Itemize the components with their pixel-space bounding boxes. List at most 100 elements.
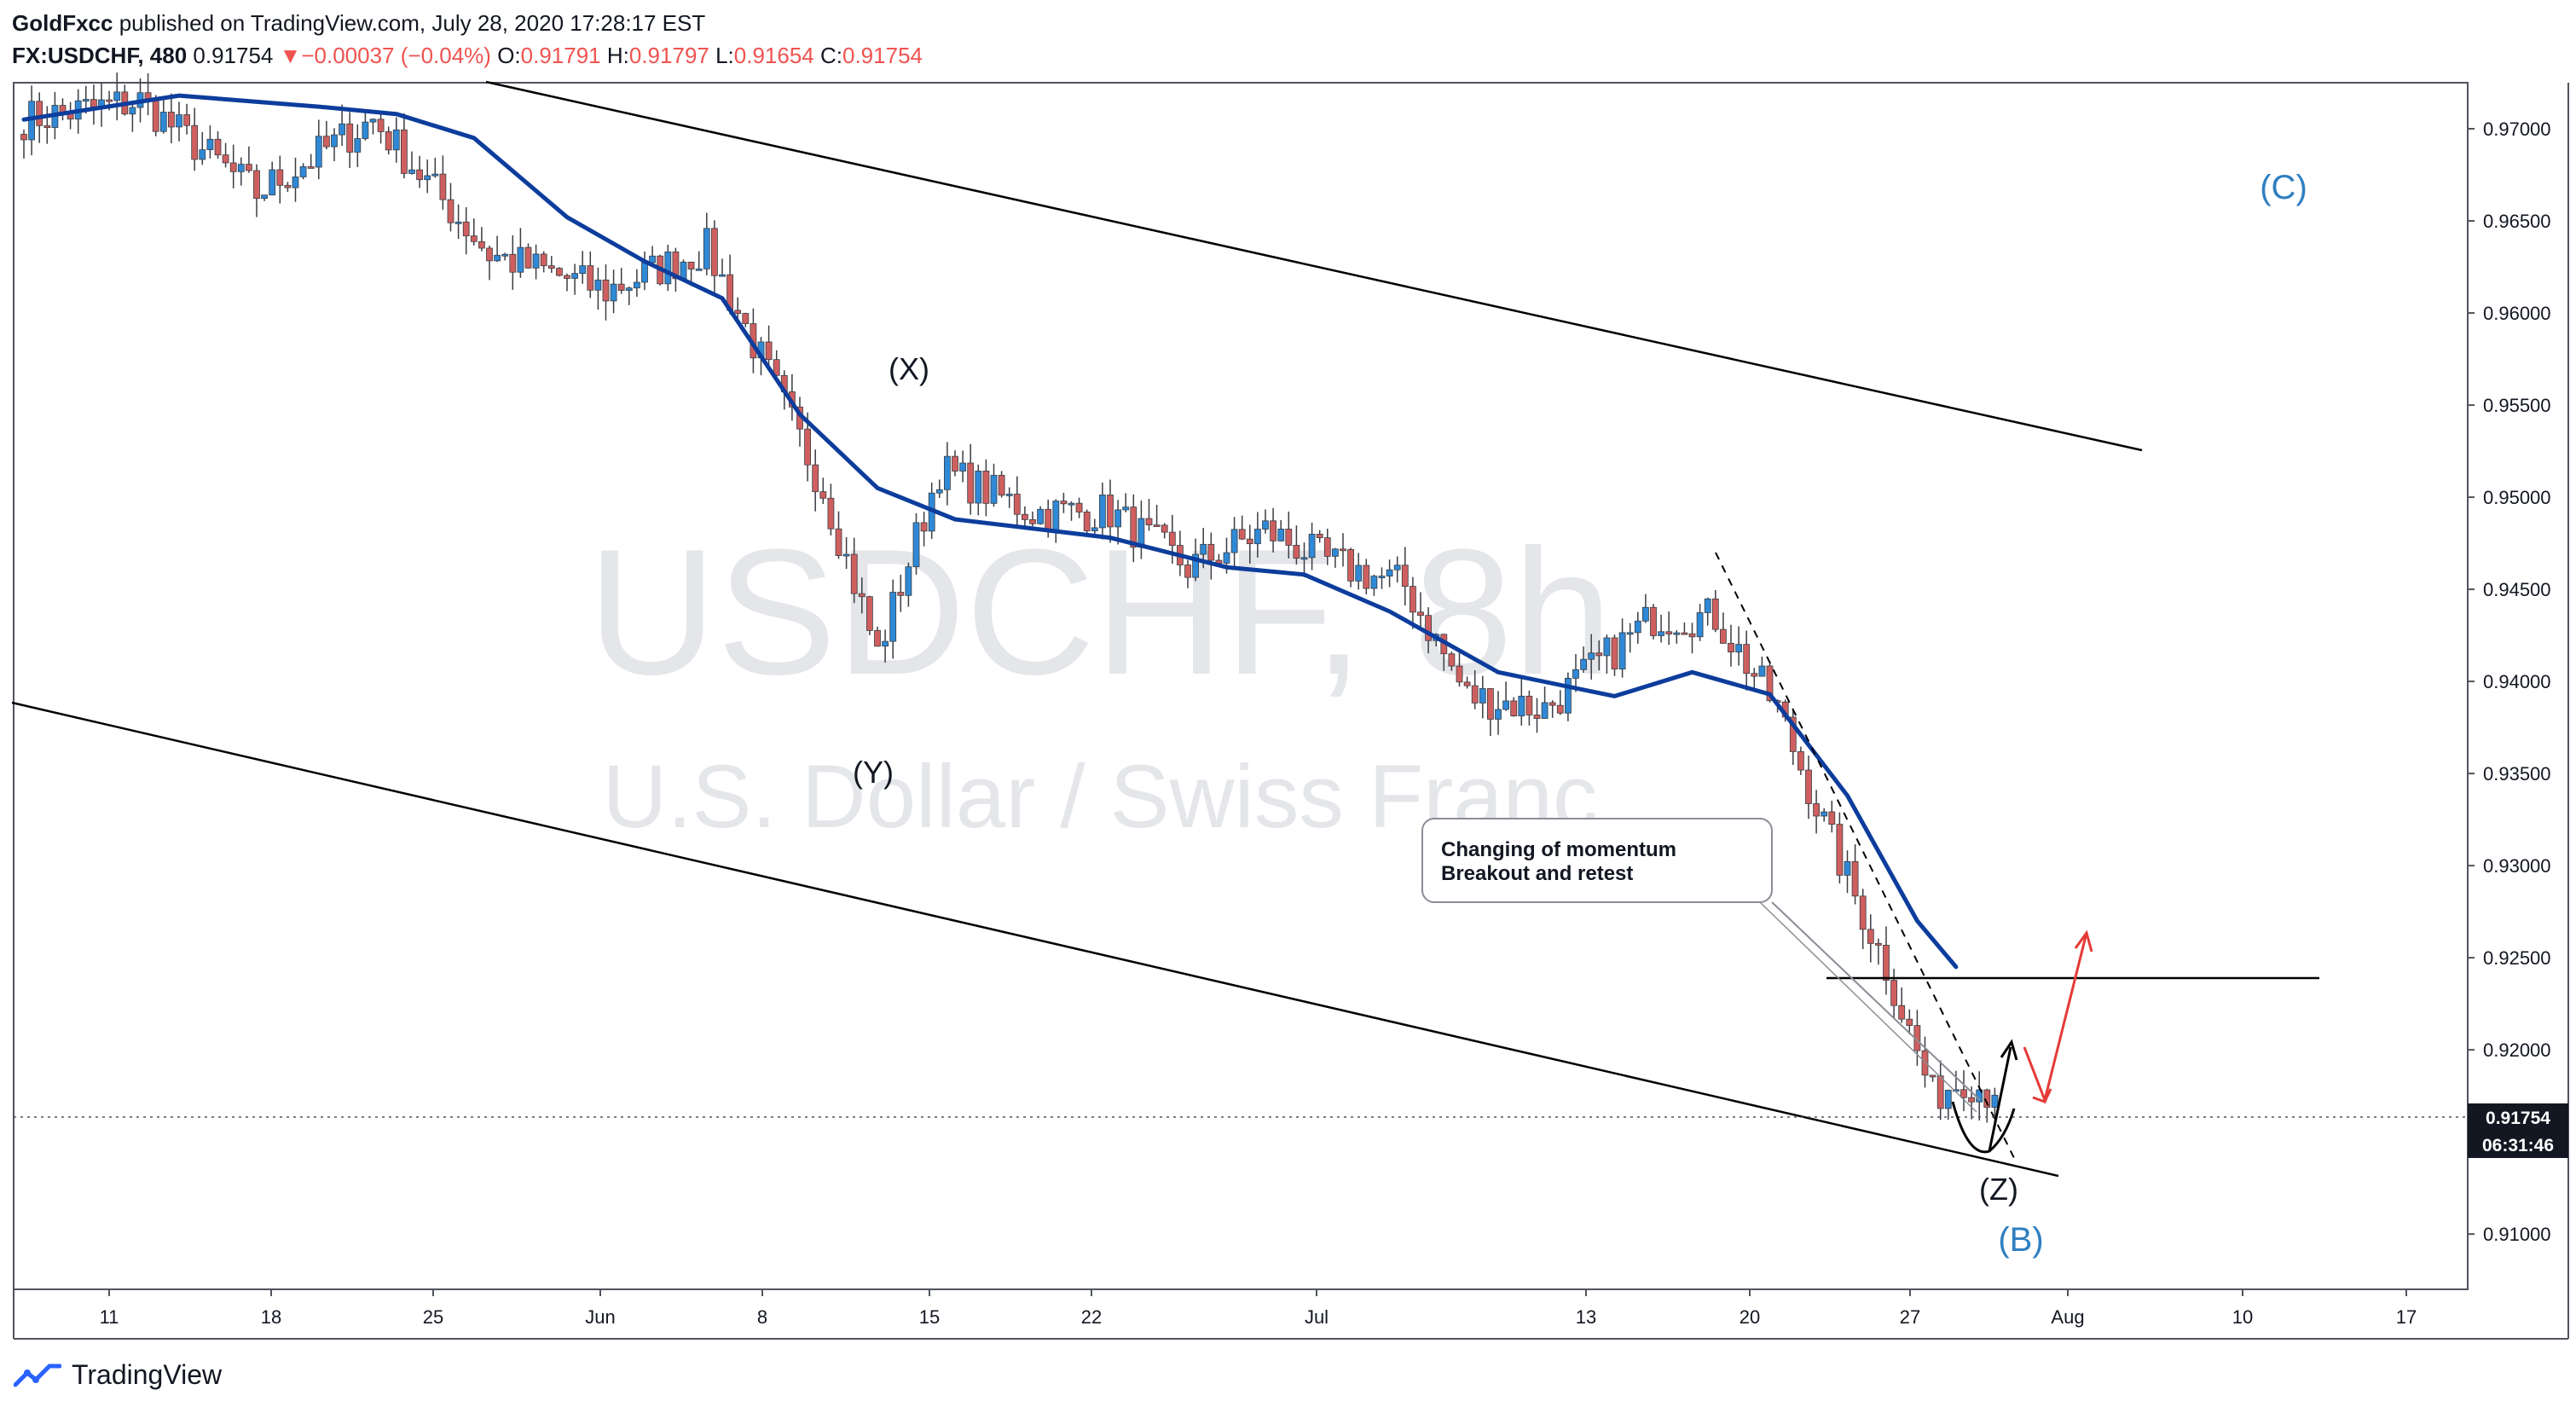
candle-body [587,265,594,291]
y-tick-label: 0.95000 [2483,487,2551,508]
candle-body [1122,507,1130,511]
candle-body [959,462,966,472]
candle-body [1991,1094,1999,1108]
candle-body [1200,543,1207,555]
candle-body [1145,518,1153,525]
projection-curve-black[interactable] [1951,1101,2016,1154]
candle-body [944,455,951,490]
candle-body [416,169,424,181]
y-tick-label: 0.94000 [2483,671,2551,692]
candle-body [90,99,97,107]
candle-body [346,123,354,153]
candle-body [1728,643,1734,653]
channel-lower-line[interactable] [11,701,2059,1178]
candle-body [1223,552,1230,564]
candle-body [998,474,1005,496]
candle-body [439,173,447,200]
candle-body [331,134,338,148]
callout-line-2: Breakout and retest [1441,862,1633,885]
candle-body [1797,751,1804,771]
candle-body [1681,632,1688,635]
candle-body [1052,501,1060,531]
candle-body [1851,860,1859,897]
projection-arrow-black[interactable] [1988,1046,2012,1152]
candle-body [462,221,470,237]
candle-body [835,528,842,556]
candle-body [1246,538,1253,545]
candle-body [1735,644,1742,653]
candle-body [454,221,462,224]
candle-body [1347,549,1354,582]
x-tick-label: 27 [1900,1306,1920,1328]
candle-body [237,164,245,172]
candle-body [1673,632,1681,635]
candle-body [1634,620,1641,634]
channel-upper-line[interactable] [485,80,2143,452]
wave-label-y[interactable]: (Y) [853,755,894,790]
candle-body [517,246,524,273]
candle-body [1463,681,1471,686]
symbol-label[interactable]: FX:USDCHF, 480 [12,43,188,68]
x-tick-label: 20 [1740,1306,1760,1328]
candle-body [1045,508,1052,531]
callout-box[interactable] [1421,818,1773,903]
candle-body [571,273,578,279]
candle-body [362,121,369,139]
candle-body [1704,598,1711,613]
candle-body [20,134,27,141]
candle-body [804,428,811,466]
candle-body [935,489,943,494]
candle-body [734,310,742,314]
candle-body [1743,644,1751,675]
wave-label-z[interactable]: (Z) [1979,1172,2018,1207]
candle-body [276,169,284,186]
candle-body [617,283,625,291]
candle-body [424,175,431,181]
candle-body [765,341,773,361]
projection-arrow-red[interactable] [2023,935,2087,1104]
candle-body [1013,494,1021,515]
candle-body [1874,942,1882,946]
candle-body [556,268,563,276]
price-axis[interactable]: 0.97000 0.96500 0.96000 0.95500 0.95000 0.945… [2468,119,2551,1245]
candle-body [1083,512,1091,531]
candle-body [1983,1089,1991,1108]
candle-body [1270,520,1276,541]
chart-header: GoldFxcc published on TradingView.com, J… [12,7,923,72]
wave-label-c[interactable]: (C) [2260,169,2307,206]
candle-body [1340,548,1346,552]
candle-body [1417,611,1424,617]
candle-body [1355,565,1363,582]
candle-body [1565,677,1572,714]
candle-body [1130,507,1137,548]
candle-body [1168,531,1176,547]
candle-body [1316,534,1323,539]
callout-line-1: Changing of momentum [1441,838,1676,861]
candle-body [1037,508,1044,524]
candle-body [1844,860,1851,876]
publisher-name[interactable]: GoldFxcc [12,10,113,36]
wave-label-x[interactable]: (X) [889,351,929,386]
candle-body [1533,715,1541,719]
candle-body [524,246,532,269]
wave-label-b[interactable]: (B) [1998,1221,2043,1259]
candle-body [299,166,307,177]
candle-body [1262,520,1269,530]
candle-body [339,123,346,136]
footer-brand[interactable]: TradingView [14,1354,222,1395]
y-tick-label: 0.94500 [2483,579,2551,600]
candle-body [827,497,835,530]
candle-body [1720,628,1727,644]
x-tick-label: 13 [1576,1306,1596,1328]
candle-body [641,262,648,283]
candle-body [1936,1075,1944,1109]
candle-body [1921,1050,1929,1076]
trendline-dashed[interactable] [1715,552,2015,1159]
candle-body [547,265,555,269]
candle-body [819,491,827,499]
time-axis[interactable]: 11 18 25 Jun 8 15 22 Jul 13 20 27 Aug 10 17 [100,1289,2417,1328]
candle-body [1363,565,1370,589]
arrowhead-black-icon [2000,1039,2018,1061]
candle-body [874,630,881,647]
